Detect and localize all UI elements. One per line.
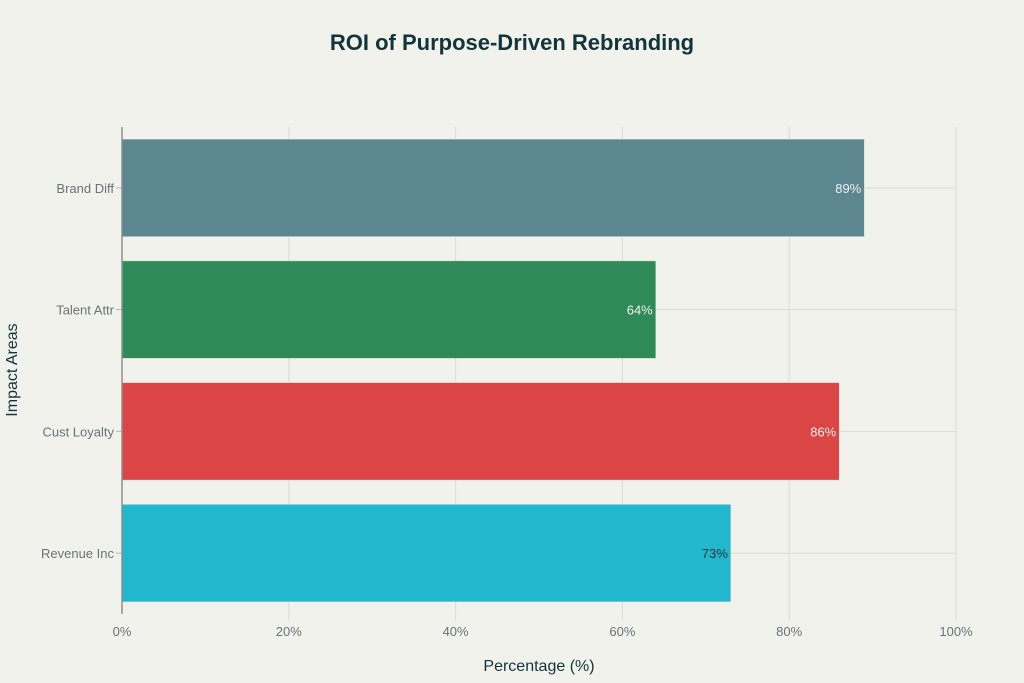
y-tick-label: Brand Diff (56, 181, 114, 196)
y-axis-title: Impact Areas (4, 323, 21, 416)
bars-layer: 89% 64% 86% 73% (121, 138, 865, 603)
bar-brand-diff (121, 138, 865, 237)
x-tick-label: 60% (609, 624, 635, 639)
y-axis-ticks: Brand Diff Talent Attr Cust Loyalty Revenue… (41, 181, 122, 561)
x-tick-label: 80% (776, 624, 802, 639)
data-label: 73% (702, 546, 728, 561)
x-tick-label: 0% (113, 624, 132, 639)
y-tick-label: Cust Loyalty (42, 424, 114, 439)
bar-talent-attr (121, 260, 657, 359)
x-axis-ticks: 0% 20% 40% 60% 80% 100% (113, 624, 973, 639)
data-label: 64% (627, 303, 653, 318)
bar-cust-loyalty (121, 382, 840, 481)
chart-title: ROI of Purpose-Driven Rebranding (330, 30, 694, 55)
x-tick-label: 100% (939, 624, 973, 639)
x-tick-label: 40% (443, 624, 469, 639)
y-tick-label: Talent Attr (56, 303, 114, 318)
x-tick-label: 20% (276, 624, 302, 639)
x-axis-title: Percentage (%) (483, 658, 594, 675)
y-tick-label: Revenue Inc (41, 546, 114, 561)
bar-revenue-inc (121, 504, 732, 603)
data-label: 86% (810, 424, 836, 439)
data-label: 89% (835, 181, 861, 196)
